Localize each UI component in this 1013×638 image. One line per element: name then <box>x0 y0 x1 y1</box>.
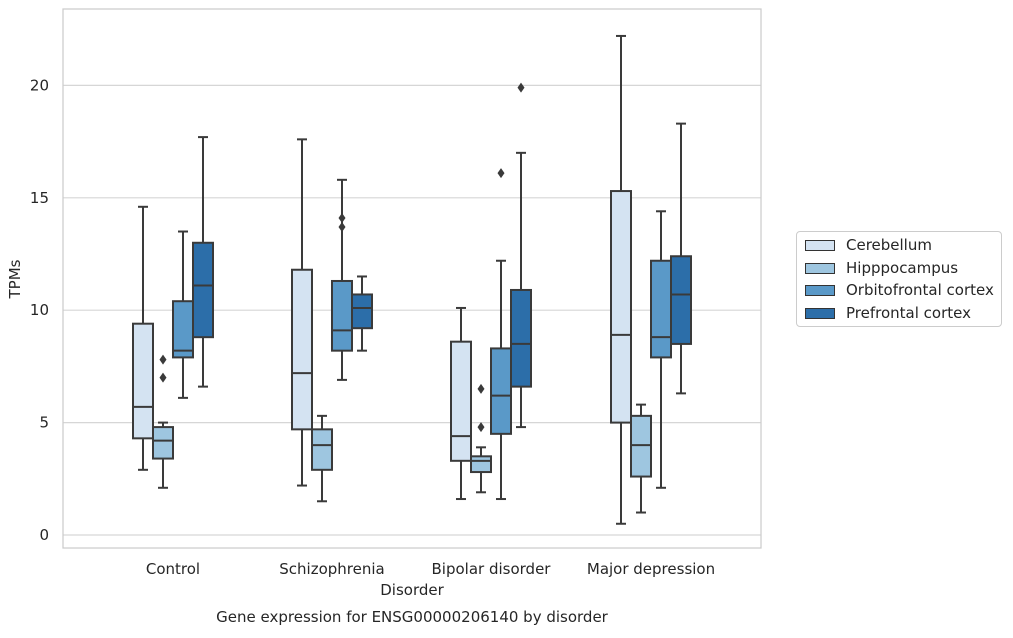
x-tick-label: Schizophrenia <box>279 560 384 578</box>
y-tick-labels: 0 5 10 15 20 <box>30 76 49 544</box>
box-iqr <box>291 268 313 431</box>
plot-frame <box>62 8 762 549</box>
box-iqr <box>172 300 194 359</box>
box-cerebellum-0 <box>132 205 154 471</box>
box-iqr <box>670 255 692 345</box>
y-tick-label: 10 <box>30 301 49 319</box>
box-iqr <box>630 414 652 478</box>
y-tick-label: 5 <box>39 414 49 432</box>
legend-item-orbitofrontal-cortex: Orbitofrontal cortex <box>805 280 994 300</box>
box-iqr <box>510 288 532 388</box>
outlier-point <box>159 372 167 383</box>
box-prefrontal-cortex-0 <box>192 136 214 388</box>
legend-item-cerebellum: Cerebellum <box>805 235 932 255</box>
box-cerebellum-2 <box>450 306 472 501</box>
x-tick-label: Bipolar disorder <box>432 560 552 578</box>
box-hipppocampus-2 <box>470 383 492 494</box>
box-cerebellum-1 <box>291 138 313 487</box>
legend-swatch-cerebellum <box>805 239 835 251</box>
box-hipppocampus-3 <box>630 403 652 514</box>
box-layer <box>132 34 692 525</box>
y-tick-label: 0 <box>39 526 49 544</box>
legend-label-cerebellum: Cerebellum <box>846 236 932 254</box>
chart-title: Gene expression for ENSG00000206140 by d… <box>216 608 609 626</box>
outlier-point <box>338 213 346 224</box>
y-axis-label: TPMs <box>6 259 24 299</box>
outlier-point <box>497 168 505 179</box>
outlier-point <box>338 222 346 233</box>
y-tick-label: 15 <box>30 189 49 207</box>
legend-label-orbitofrontal-cortex: Orbitofrontal cortex <box>846 281 994 299</box>
box-prefrontal-cortex-2 <box>510 82 532 429</box>
box-cerebellum-3 <box>610 34 632 525</box>
outlier-point <box>477 383 485 394</box>
x-axis-label: Disorder <box>380 581 444 599</box>
box-iqr <box>132 322 154 440</box>
legend-swatch-prefrontal-cortex <box>805 307 835 319</box>
legend-item-hippocampus: Hipppocampus <box>805 258 958 278</box>
box-iqr <box>192 241 214 339</box>
legend-item-prefrontal-cortex: Prefrontal cortex <box>805 303 971 323</box>
box-iqr <box>351 293 373 330</box>
outlier-point <box>477 422 485 433</box>
outlier-point <box>159 354 167 365</box>
box-orbitofrontal-cortex-3 <box>650 210 672 489</box>
x-tick-label: Control <box>146 560 200 578</box>
box-prefrontal-cortex-3 <box>670 122 692 395</box>
x-tick-labels: Control Schizophrenia Bipolar disorder Majo… <box>146 560 715 578</box>
box-iqr <box>490 347 512 435</box>
box-iqr <box>331 279 353 352</box>
legend: Cerebellum Hipppocampus Orbitofrontal co… <box>796 231 1002 327</box>
legend-label-hippocampus: Hipppocampus <box>846 259 959 277</box>
x-tick-label: Major depression <box>587 560 715 578</box>
box-iqr <box>610 190 632 424</box>
legend-swatch-hippocampus <box>805 262 835 274</box>
outlier-point <box>517 82 525 93</box>
box-orbitofrontal-cortex-0 <box>172 230 194 399</box>
box-orbitofrontal-cortex-2 <box>490 168 512 501</box>
legend-swatch-orbitofrontal-cortex <box>805 284 835 296</box>
box-iqr <box>470 455 492 474</box>
box-prefrontal-cortex-1 <box>351 275 373 352</box>
y-tick-label: 20 <box>30 76 49 94</box>
box-iqr <box>311 428 333 471</box>
box-hipppocampus-0 <box>152 354 174 489</box>
box-iqr <box>650 259 672 359</box>
box-orbitofrontal-cortex-1 <box>331 178 353 381</box>
box-iqr <box>152 426 174 460</box>
box-iqr <box>450 340 472 462</box>
box-hipppocampus-1 <box>311 414 333 503</box>
legend-label-prefrontal-cortex: Prefrontal cortex <box>846 304 971 322</box>
